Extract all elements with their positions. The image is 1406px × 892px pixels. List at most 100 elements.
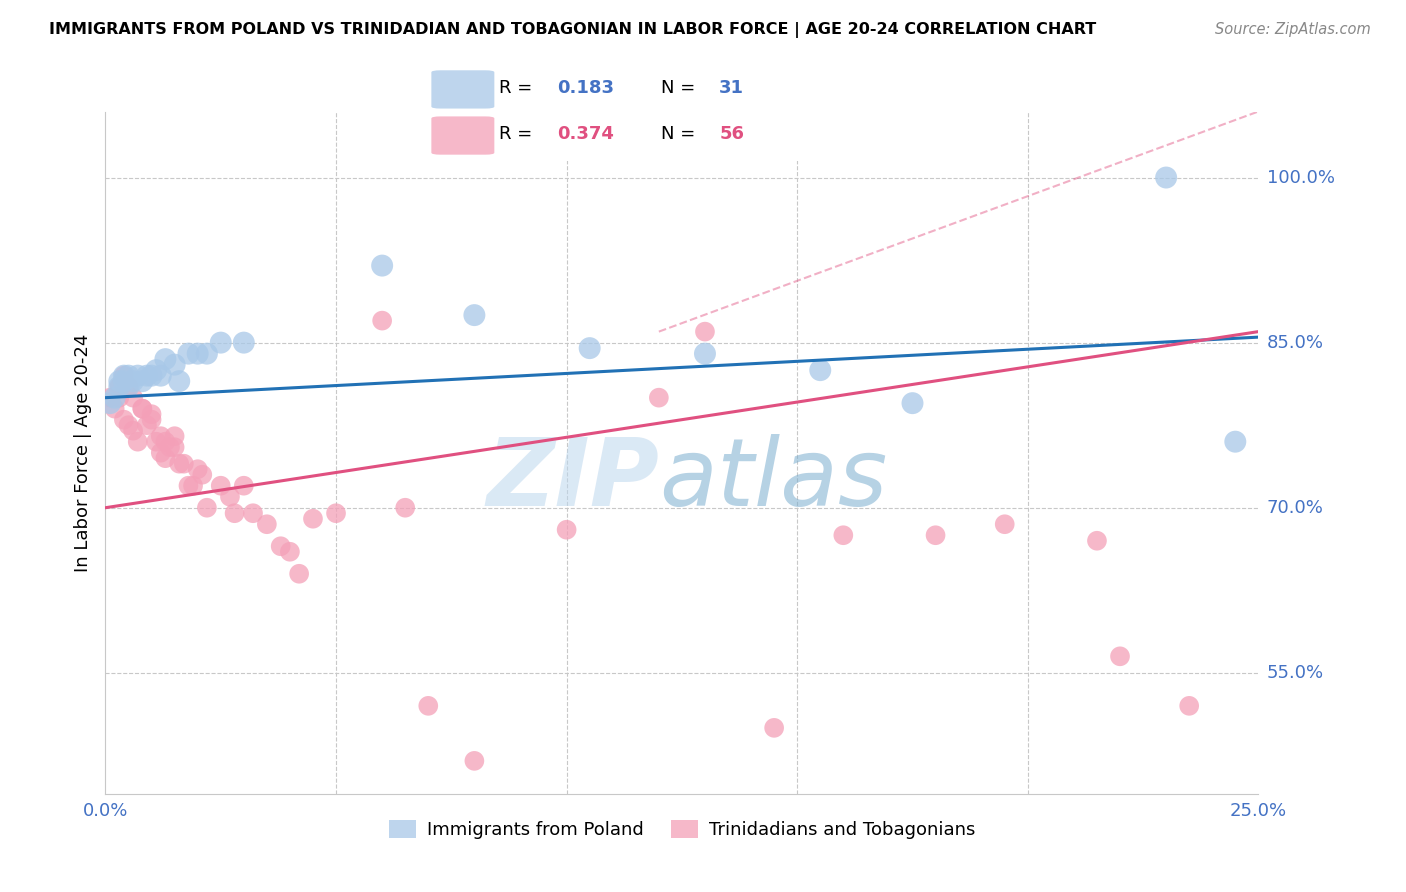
Point [555,523,578,537]
Point [155,451,177,466]
FancyBboxPatch shape [432,70,495,109]
Point [994,517,1017,532]
Point [693,325,716,339]
Text: 0.374: 0.374 [557,125,614,143]
Point [808,363,831,377]
Point [187,462,209,476]
Point [181,479,204,493]
Point [127,368,149,383]
Point [1154,170,1177,185]
Point [104,401,127,416]
Text: IMMIGRANTS FROM POLAND VS TRINIDADIAN AND TOBAGONIAN IN LABOR FORCE | AGE 20-24 : IMMIGRANTS FROM POLAND VS TRINIDADIAN AN… [49,22,1097,38]
Point [108,379,131,393]
Point [112,374,135,388]
Point [131,401,153,416]
Point [187,346,209,360]
Point [98,391,121,405]
Point [278,545,301,559]
Point [1225,434,1247,449]
Point [418,698,440,713]
Text: 85.0%: 85.0% [1267,334,1323,351]
Point [232,335,254,350]
Point [463,308,485,322]
Point [136,368,159,383]
Point [131,401,153,416]
Point [112,412,135,426]
Point [163,358,186,372]
Text: 100.0%: 100.0% [1267,169,1334,186]
Text: R =: R = [499,79,538,97]
Point [108,379,131,393]
Point [209,335,232,350]
Point [145,363,167,377]
Point [763,721,786,735]
Text: 56: 56 [720,125,744,143]
Point [1085,533,1108,548]
Text: atlas: atlas [659,434,887,525]
Text: Source: ZipAtlas.com: Source: ZipAtlas.com [1215,22,1371,37]
Point [117,418,139,433]
Legend: Immigrants from Poland, Trinidadians and Tobagonians: Immigrants from Poland, Trinidadians and… [381,813,983,847]
Point [1109,649,1132,664]
Text: 31: 31 [720,79,744,97]
Point [232,479,254,493]
Point [832,528,855,542]
Point [924,528,946,542]
Point [122,424,145,438]
Text: R =: R = [499,125,538,143]
Point [693,346,716,360]
Point [173,457,195,471]
Point [163,440,186,454]
Point [394,500,416,515]
Point [159,440,181,454]
Point [104,391,127,405]
Point [270,539,292,553]
Point [195,500,218,515]
Point [191,467,214,482]
Point [242,506,264,520]
Point [149,446,172,460]
Text: ZIP: ZIP [486,434,659,526]
Text: 70.0%: 70.0% [1267,499,1323,516]
Point [177,479,200,493]
Point [302,512,325,526]
Point [167,457,190,471]
Point [127,434,149,449]
Point [141,368,163,383]
Point [901,396,924,410]
Point [131,374,153,388]
Point [117,379,139,393]
Point [136,418,159,433]
Point [325,506,347,520]
Point [108,391,131,405]
Point [167,374,190,388]
Point [371,313,394,327]
Point [224,506,246,520]
Point [112,368,135,383]
Point [463,754,485,768]
Point [648,391,671,405]
Y-axis label: In Labor Force | Age 20-24: In Labor Force | Age 20-24 [73,334,91,572]
Point [141,412,163,426]
Point [117,368,139,383]
Point [117,379,139,393]
Point [122,374,145,388]
Point [578,341,600,355]
Point [1178,698,1201,713]
Point [288,566,311,581]
Text: 0.183: 0.183 [557,79,614,97]
Point [141,407,163,421]
Text: N =: N = [661,125,700,143]
FancyBboxPatch shape [432,117,495,154]
Point [108,374,131,388]
Point [149,368,172,383]
Point [371,259,394,273]
Point [163,429,186,443]
Point [177,346,200,360]
Point [155,434,177,449]
Point [155,352,177,367]
Point [219,490,242,504]
Point [195,346,218,360]
Point [112,368,135,383]
Text: 55.0%: 55.0% [1267,664,1324,681]
